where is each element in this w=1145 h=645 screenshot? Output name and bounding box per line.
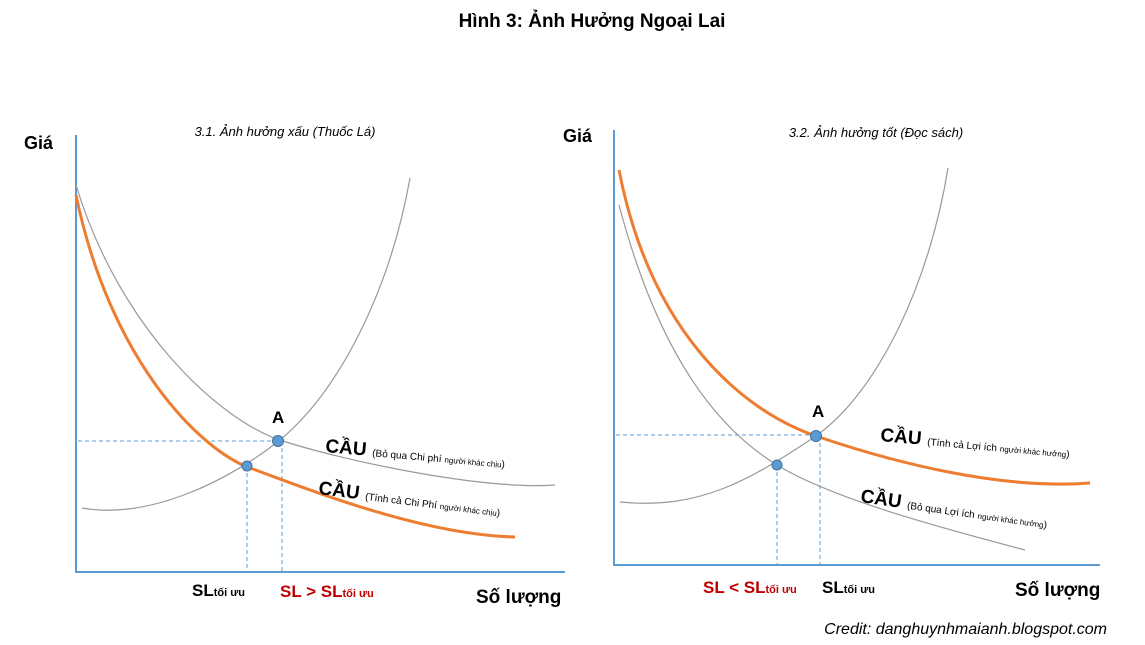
point [810,430,822,442]
quantity-label: SLtối ưu [822,578,875,597]
x-label: Số lượng [476,587,561,608]
curve-note: ) [1066,449,1070,460]
demand-curve-social [74,194,516,539]
curve-note: người khác chịu [439,502,497,518]
quantity-label: SL > SLtối ưu [280,582,374,601]
curve-name: CẦU [880,424,923,450]
curve-note: người khác chịu [444,455,502,469]
curve-note: ) [1043,520,1048,531]
title: Hình 3: Ảnh Hưởng Ngoại Lai [459,10,726,32]
y-label: Giá [563,126,593,146]
supply-curve [619,167,949,504]
point [771,459,783,471]
quantity-main: SL [192,581,214,600]
panel-right [613,130,1100,566]
quantity-main: SL [822,578,844,597]
curve-note: (Tính cả Chi Phí [364,492,437,512]
curve-label: CẦU (Bỏ qua Lợi ích người khác hưởng) [859,485,1049,533]
curve-note: ) [501,459,505,470]
point-label: A [812,402,824,421]
quantity-label: SLtối ưu [192,581,245,600]
curve-label: CẦU (Tính cả Chi Phí người khác chịu) [317,477,501,521]
subtitle: 3.2. Ảnh hưởng tốt (Đọc sách) [789,125,963,140]
demand-curve-social [617,169,1091,486]
curve-note: ) [496,508,501,519]
quantity-main: SL < SL [703,578,766,597]
curve-label: CẦU (Tính cả Lợi ích người khác hưởng) [880,424,1071,462]
curve-note: (Tính cả Lợi ích [927,437,998,454]
demand-curve [618,204,1026,551]
curve-name: CẦU [317,477,361,504]
point [241,460,253,472]
curve-note: người khác hưởng [977,512,1044,530]
curve-name: CẦU [325,435,368,461]
quantity-sub: tối ưu [343,588,374,600]
supply-curve [81,177,411,511]
demand-curve [75,184,556,487]
subtitle: 3.1. Ảnh hưởng xấu (Thuốc Lá) [195,124,376,139]
quantity-sub: tối ưu [766,584,797,596]
quantity-sub: tối ưu [214,587,245,599]
panel-left [74,135,565,573]
y-label: Giá [24,133,54,153]
quantity-label: SL < SLtối ưu [703,578,797,597]
curve-note: (Bỏ qua Chi phí [372,447,442,465]
x-label: Số lượng [1015,580,1100,601]
point-label: A [272,408,284,427]
curve-name: CẦU [859,485,903,513]
quantity-sub: tối ưu [844,584,875,596]
curve-note: (Bỏ qua Lợi ích [906,500,975,521]
curve-note: người khác hưởng [999,444,1066,459]
curve-label: CẦU (Bỏ qua Chi phí người khác chịu) [325,435,507,473]
point [272,435,284,447]
credit: Credit: danghuynhmaianh.blogspot.com [824,621,1107,638]
quantity-main: SL > SL [280,582,343,601]
